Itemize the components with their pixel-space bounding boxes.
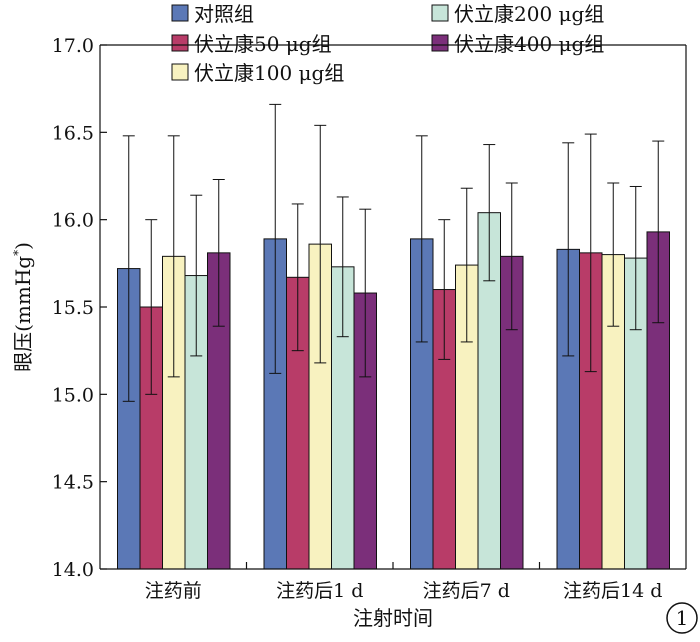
x-tick-label: 注药后1 d xyxy=(276,580,363,602)
y-tick-label: 15.5 xyxy=(52,297,94,319)
legend-swatch xyxy=(431,34,449,52)
y-tick-label: 14.0 xyxy=(52,559,94,581)
legend-swatch xyxy=(431,4,449,22)
x-tick-label: 注药前 xyxy=(145,580,202,602)
error-bars-layer xyxy=(122,103,665,402)
panel-label: 1 xyxy=(666,602,698,634)
y-tick-label: 16.5 xyxy=(52,122,94,144)
x-tick-label: 注药后7 d xyxy=(423,580,510,602)
x-axis-title: 注射时间 xyxy=(353,606,433,630)
y-axis-title-close: ) xyxy=(11,242,35,250)
y-axis-title-sup: * xyxy=(11,250,25,256)
legend-label: 对照组 xyxy=(194,2,254,26)
x-tick-label: 注药后14 d xyxy=(563,580,662,602)
legend-label: 伏立康50 μg组 xyxy=(194,32,332,56)
y-tick-label: 17.0 xyxy=(52,35,94,57)
y-axis-title: 眼压(mmHg*) xyxy=(11,242,35,372)
y-tick-label: 16.0 xyxy=(52,210,94,232)
legend-label: 伏立康100 μg组 xyxy=(194,61,344,85)
legend-label: 伏立康400 μg组 xyxy=(454,32,604,56)
legend-swatch xyxy=(171,63,189,81)
y-ticks: 14.0 14.5 15.0 15.5 16.0 16.5 17.0 xyxy=(52,35,107,581)
panel-label-circle xyxy=(666,602,698,634)
y-axis-title-main: 眼压(mmHg xyxy=(11,256,35,372)
legend-label: 伏立康200 μg组 xyxy=(454,2,604,26)
legend-swatch xyxy=(171,34,189,52)
y-tick-label: 14.5 xyxy=(52,472,94,494)
y-tick-label: 15.0 xyxy=(52,384,94,406)
panel-label-text: 1 xyxy=(676,606,689,630)
x-ticks: 注药前 注药后1 d 注药后7 d 注药后14 d xyxy=(145,562,662,602)
bars-layer xyxy=(117,212,670,570)
legend-swatch xyxy=(171,4,189,22)
